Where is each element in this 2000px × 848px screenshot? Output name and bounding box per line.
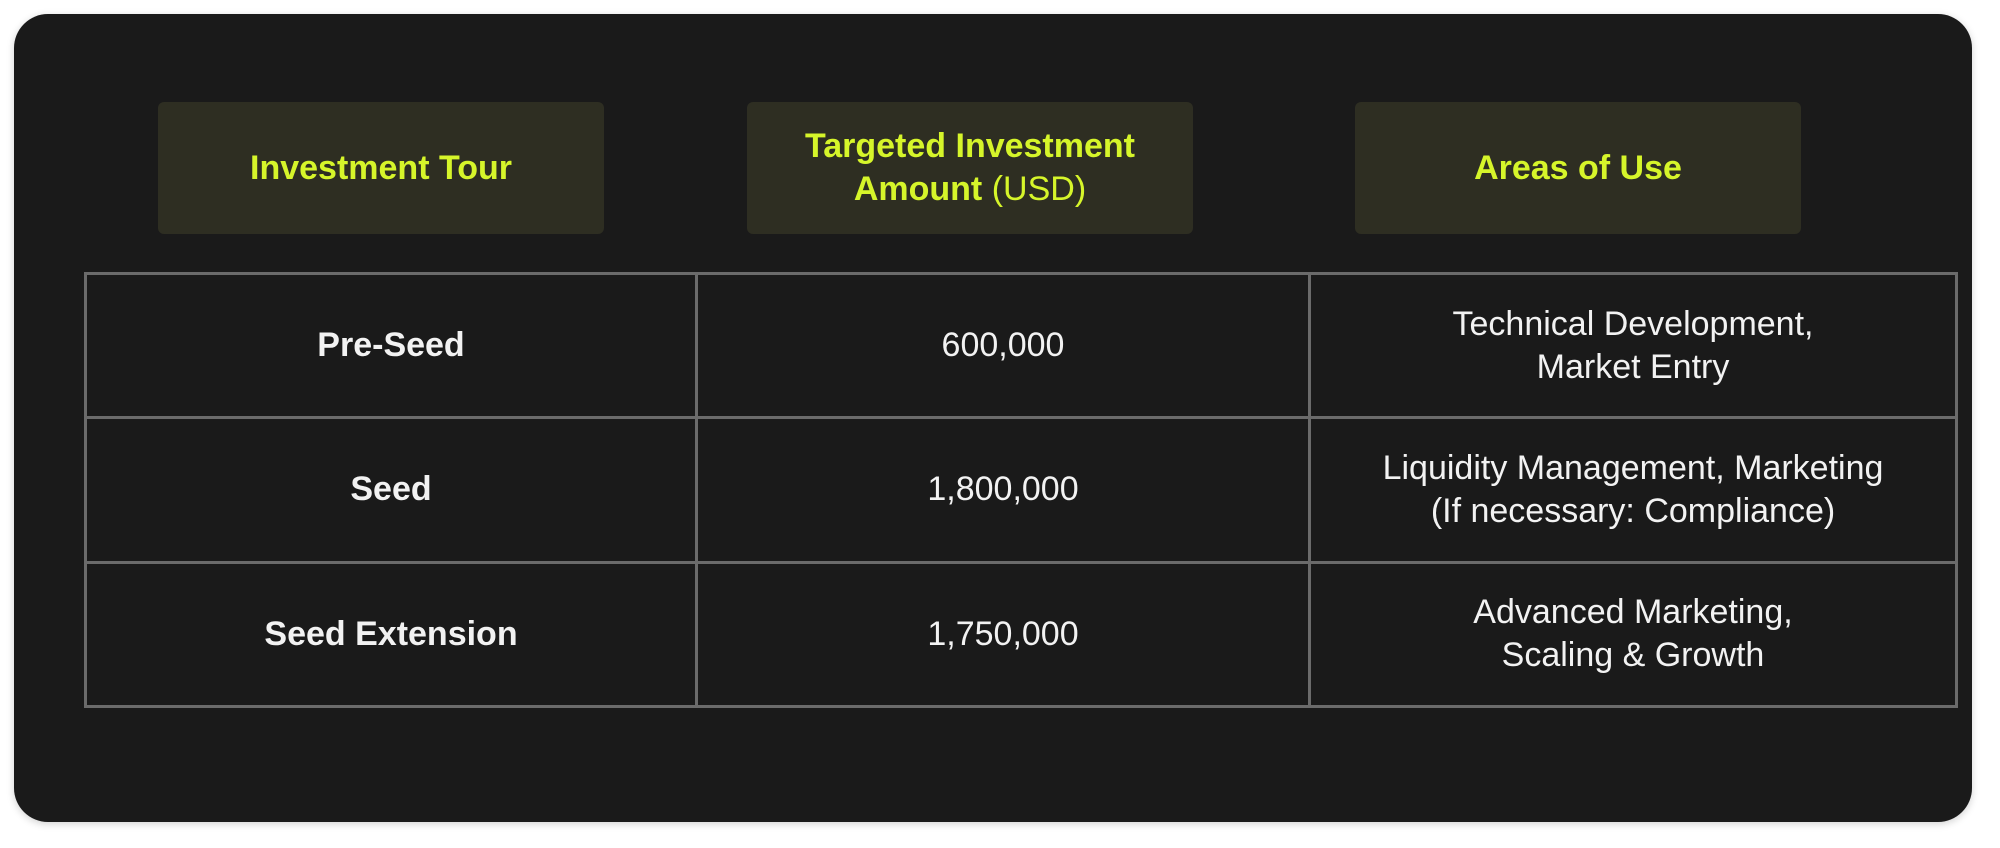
header-targeted-amount-text: Targeted Investment Amount <box>804 127 1135 208</box>
table-row: Seed 1,800,000 Liquidity Management, Mar… <box>84 416 1958 564</box>
investment-card: Investment Tour Targeted Investment Amou… <box>14 14 1972 822</box>
header-areas-of-use-label: Areas of Use <box>1474 148 1682 187</box>
investment-table: Pre-Seed 600,000 Technical Development, … <box>84 271 1958 709</box>
header-areas-of-use: Areas of Use <box>1355 102 1801 234</box>
cell-areas: Liquidity Management, Marketing (If nece… <box>1308 416 1958 564</box>
table-row: Pre-Seed 600,000 Technical Development, … <box>84 271 1958 420</box>
cell-amount: 600,000 <box>695 271 1311 420</box>
cell-tour: Seed Extension <box>84 560 698 709</box>
cell-amount: 1,750,000 <box>695 560 1311 709</box>
header-targeted-amount: Targeted Investment Amount (USD) <box>747 102 1193 234</box>
table-row: Seed Extension 1,750,000 Advanced Market… <box>84 560 1958 709</box>
cell-areas: Advanced Marketing, Scaling & Growth <box>1308 560 1958 709</box>
cell-amount: 1,800,000 <box>695 416 1311 564</box>
header-investment-tour: Investment Tour <box>158 102 604 234</box>
header-investment-tour-label: Investment Tour <box>250 148 512 187</box>
header-targeted-amount-label: Targeted Investment Amount (USD) <box>767 125 1173 211</box>
header-currency-unit: (USD) <box>991 170 1087 208</box>
cell-tour: Pre-Seed <box>84 271 698 420</box>
cell-tour: Seed <box>84 416 698 564</box>
cell-areas: Technical Development, Market Entry <box>1308 271 1958 420</box>
